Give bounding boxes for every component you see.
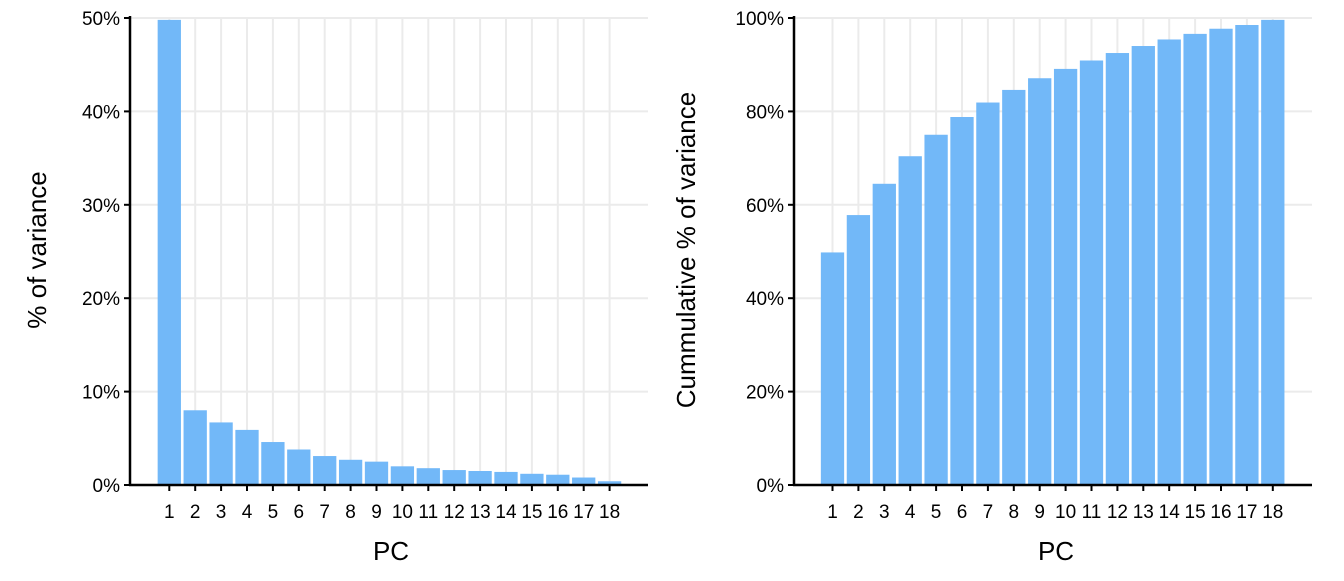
variance-bar-pc8 bbox=[338, 459, 363, 485]
variance-x-tick-label: 12 bbox=[444, 502, 465, 523]
cumulative-x-tick-label: 3 bbox=[879, 502, 890, 523]
cumulative-x-tick-label: 15 bbox=[1185, 502, 1206, 523]
variance-x-tick-label: 1 bbox=[164, 502, 175, 523]
cumulative-x-tick-label: 9 bbox=[1034, 502, 1045, 523]
cumulative-bar-pc18 bbox=[1261, 19, 1285, 485]
variance-x-tick-label: 2 bbox=[190, 502, 201, 523]
variance-x-tick-label: 8 bbox=[345, 502, 356, 523]
variance-grid bbox=[130, 17, 648, 485]
variance-tick-labels: 0%10%20%30%40%50%1 2 3 4 5 6 7 8 9 10 11 12 13 14 15 16… bbox=[82, 9, 620, 523]
variance-bar-pc7 bbox=[313, 456, 337, 485]
cumulative-x-tick-label: 12 bbox=[1107, 502, 1128, 523]
variance-bar-pc14 bbox=[494, 471, 518, 485]
variance-x-tick-label: 14 bbox=[495, 502, 517, 523]
cumulative-x-tick-label: 14 bbox=[1159, 502, 1181, 523]
cumulative-bar-pc9 bbox=[1028, 78, 1052, 486]
variance-bar-pc16 bbox=[546, 474, 570, 485]
variance-bar-pc13 bbox=[468, 470, 492, 485]
variance-bars bbox=[157, 19, 622, 485]
variance-panel: 0%10%20%30%40%50%1 2 3 4 5 6 7 8 9 10 11 12 13 14 15 16… bbox=[22, 9, 648, 566]
variance-x-tick-label: 17 bbox=[573, 502, 594, 523]
variance-bar-pc5 bbox=[261, 442, 285, 485]
variance-x-tick-label: 5 bbox=[268, 502, 279, 523]
cumulative-y-tick-label: 0% bbox=[757, 476, 785, 497]
cumulative-x-tick-label: 1 bbox=[827, 502, 838, 523]
variance-bar-pc11 bbox=[416, 468, 440, 485]
cumulative-bar-pc6 bbox=[950, 117, 974, 485]
cumulative-bar-pc16 bbox=[1209, 28, 1233, 486]
cumulative-x-tick-label: 10 bbox=[1055, 502, 1076, 523]
cumulative-bar-pc4 bbox=[898, 156, 922, 485]
cumulative-tick-labels: 0%20%40%60%80%100%1 2 3 4 5 6 7 8 9 10 11 12 13 14 15 1… bbox=[735, 9, 1283, 523]
variance-x-tick-label: 7 bbox=[319, 502, 330, 523]
variance-bar-pc9 bbox=[364, 461, 389, 485]
variance-bar-pc4 bbox=[235, 429, 259, 485]
cumulative-y-tick-label: 60% bbox=[746, 196, 784, 217]
cumulative-bar-pc13 bbox=[1131, 46, 1155, 486]
cumulative-bar-pc10 bbox=[1053, 68, 1078, 485]
cumulative-y-tick-label: 100% bbox=[735, 9, 784, 30]
variance-bar-pc3 bbox=[209, 422, 233, 485]
cumulative-variance-panel: 0%20%40%60%80%100%1 2 3 4 5 6 7 8 9 10 11 12 13 14 15 1… bbox=[671, 9, 1312, 566]
variance-axes bbox=[124, 16, 648, 491]
variance-x-tick-label: 9 bbox=[371, 502, 382, 523]
cumulative-x-tick-label: 6 bbox=[957, 502, 968, 523]
variance-bar-pc2 bbox=[183, 410, 207, 485]
cumulative-x-tick-label: 13 bbox=[1133, 502, 1154, 523]
cumulative-x-tick-label: 2 bbox=[853, 502, 864, 523]
variance-x-tick-label: 11 bbox=[418, 502, 438, 523]
variance-bar-pc10 bbox=[390, 466, 415, 485]
variance-x-axis-title: PC bbox=[373, 536, 409, 566]
cumulative-y-tick-label: 20% bbox=[746, 383, 784, 404]
cumulative-bar-pc15 bbox=[1183, 33, 1207, 486]
variance-x-tick-label: 16 bbox=[547, 502, 568, 523]
variance-x-tick-label: 6 bbox=[294, 502, 305, 523]
cumulative-bar-pc2 bbox=[846, 215, 871, 485]
cumulative-x-axis-title: PC bbox=[1038, 536, 1074, 566]
cumulative-x-tick-label: 18 bbox=[1262, 502, 1283, 523]
variance-y-tick-label: 10% bbox=[82, 383, 120, 404]
cumulative-bar-pc17 bbox=[1235, 25, 1259, 485]
variance-x-tick-label: 10 bbox=[392, 502, 413, 523]
cumulative-grid bbox=[794, 17, 1312, 485]
cumulative-y-tick-label: 40% bbox=[746, 289, 784, 310]
variance-bar-pc1 bbox=[157, 19, 181, 485]
cumulative-bars bbox=[820, 19, 1285, 486]
cumulative-bar-pc7 bbox=[976, 102, 1000, 485]
cumulative-bar-pc11 bbox=[1079, 60, 1104, 485]
variance-x-tick-label: 3 bbox=[216, 502, 227, 523]
variance-y-axis-title: % of variance bbox=[22, 171, 52, 329]
variance-bar-pc15 bbox=[520, 473, 544, 485]
variance-x-tick-label: 4 bbox=[242, 502, 253, 523]
variance-y-tick-label: 30% bbox=[82, 196, 120, 217]
cumulative-bar-pc12 bbox=[1105, 53, 1130, 486]
cumulative-bar-pc5 bbox=[924, 134, 948, 485]
cumulative-x-tick-label: 5 bbox=[931, 502, 942, 523]
cumulative-y-axis-title: Cummulative % of variance bbox=[671, 92, 701, 408]
variance-x-tick-label: 13 bbox=[470, 502, 491, 523]
cumulative-x-tick-label: 16 bbox=[1210, 502, 1231, 523]
cumulative-x-tick-label: 11 bbox=[1082, 502, 1102, 523]
variance-x-tick-label: 15 bbox=[521, 502, 542, 523]
cumulative-y-tick-label: 80% bbox=[746, 102, 784, 123]
variance-y-tick-label: 50% bbox=[82, 9, 120, 30]
cumulative-bar-pc8 bbox=[1002, 89, 1026, 485]
cumulative-x-tick-label: 17 bbox=[1236, 502, 1257, 523]
variance-bar-pc12 bbox=[442, 470, 466, 485]
variance-bar-pc17 bbox=[572, 477, 596, 485]
variance-bar-pc18 bbox=[597, 481, 622, 485]
variance-y-tick-label: 0% bbox=[93, 476, 121, 497]
cumulative-x-tick-label: 8 bbox=[1009, 502, 1020, 523]
cumulative-bar-pc3 bbox=[872, 183, 896, 485]
variance-bar-pc6 bbox=[287, 449, 311, 485]
variance-y-tick-label: 40% bbox=[82, 102, 120, 123]
variance-y-tick-label: 20% bbox=[82, 289, 120, 310]
cumulative-bar-pc1 bbox=[820, 252, 845, 485]
cumulative-x-tick-label: 7 bbox=[983, 502, 994, 523]
cumulative-bar-pc14 bbox=[1157, 39, 1181, 486]
cumulative-axes bbox=[788, 16, 1312, 491]
variance-x-tick-label: 18 bbox=[599, 502, 620, 523]
cumulative-x-tick-label: 4 bbox=[905, 502, 916, 523]
